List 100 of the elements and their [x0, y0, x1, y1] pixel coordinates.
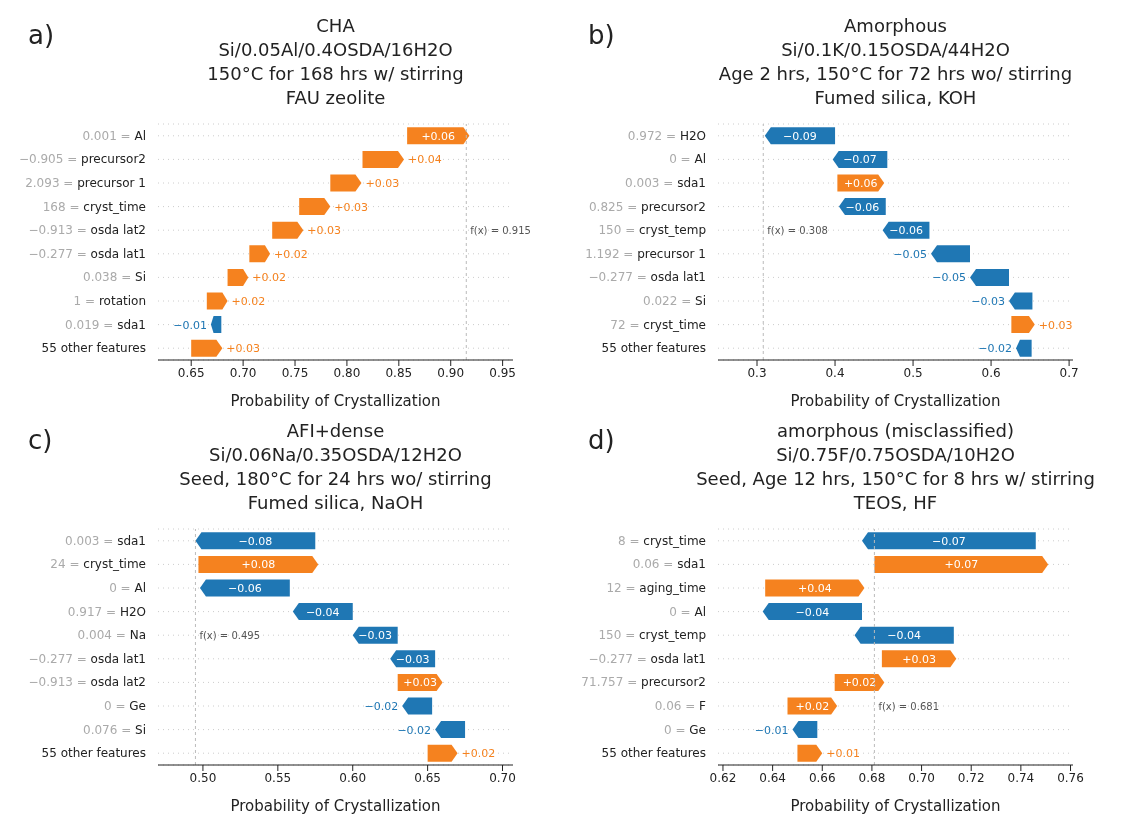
y-tick-label: 55 other features — [601, 341, 706, 356]
x-tick-label: 0.85 — [385, 365, 413, 380]
y-tick-label: −0.913 = osda lat2 — [28, 675, 146, 690]
y-tick-label: 0.003 = sda1 — [625, 176, 706, 190]
data-label: −0.03 — [971, 295, 1006, 308]
x-axis-title: Probability of Crystallization — [790, 392, 1001, 410]
data-label: −0.05 — [932, 271, 967, 285]
data-label: +0.04 — [408, 153, 442, 167]
x-tick-label: 0.70 — [229, 365, 257, 380]
x-tick-label: 0.80 — [333, 365, 361, 380]
y-tick-label: 0 = Ge — [103, 699, 146, 713]
text: c) — [28, 425, 53, 455]
data-label: +0.08 — [241, 558, 276, 572]
bar — [195, 532, 316, 550]
text: b) — [588, 20, 615, 50]
x-tick-label: 0.64 — [759, 770, 786, 785]
y-tick-label: 0 = Ge — [663, 722, 706, 737]
x-tick-label: 0.76 — [1057, 770, 1084, 785]
x-tick-label: 0.70 — [489, 770, 516, 785]
y-tick-label: −0.277 = osda lat1 — [588, 270, 706, 285]
y-tick-label: 72 = cryst_time — [610, 317, 706, 332]
bar — [874, 555, 1049, 573]
x-tick-label: 0.65 — [177, 365, 205, 380]
y-tick-label: 168 = cryst_time — [42, 199, 146, 214]
data-label: +0.02 — [795, 700, 830, 713]
ref-line-label: f(x) = 0.308 — [767, 225, 828, 237]
y-tick-label: 0.001 = Al — [82, 128, 146, 143]
chart-title: AFI+dense Si/0.06Na/0.35OSDA/12H2O Seed, 180°C for 24 hrs wo/ stirring Fumed silica, NaOH — [179, 419, 492, 515]
data-label: +0.06 — [843, 177, 878, 190]
data-label: +0.03 — [334, 200, 369, 214]
data-label: −0.07 — [932, 534, 966, 548]
data-label: +0.02 — [461, 747, 496, 761]
x-tick-label: 0.95 — [489, 365, 516, 380]
data-label: +0.06 — [421, 129, 456, 143]
y-tick-label: 0.022 = Si — [643, 294, 706, 308]
y-tick-label: 0.076 = Si — [83, 722, 146, 737]
y-tick-label: −0.277 = osda lat1 — [28, 651, 146, 666]
x-tick-label: 0.5 — [903, 365, 923, 380]
y-tick-label: 0.003 = sda1 — [65, 533, 146, 548]
x-tick-label: 0.60 — [339, 770, 367, 785]
y-tick-label: 150 = cryst_temp — [598, 628, 706, 643]
y-tick-label: −0.913 = osda lat2 — [28, 223, 146, 238]
chart-title: amorphous (misclassified) Si/0.75F/0.75OSDA/10H2O Seed, Age 12 hrs, 150°C for 8 hrs w/ stirring TEOS, HF — [696, 419, 1095, 515]
x-tick-label: 0.6 — [981, 365, 1001, 380]
data-label: +0.02 — [231, 295, 266, 308]
y-tick-label: 0.917 = H2O — [67, 604, 146, 619]
bar — [765, 579, 865, 597]
data-label: −0.08 — [238, 534, 273, 548]
data-label: +0.03 — [226, 342, 261, 356]
ref-line-label: f(x) = 0.915 — [470, 225, 531, 237]
y-tick-label: 2.093 = precursor 1 — [25, 176, 146, 190]
x-tick-label: 0.50 — [189, 770, 217, 785]
x-tick-label: 0.72 — [957, 770, 985, 785]
data-label: +0.02 — [274, 247, 308, 261]
y-tick-label: 150 = cryst_temp — [598, 223, 706, 238]
x-axis-title: Probability of Crystallization — [790, 797, 1001, 815]
x-tick-label: 0.65 — [414, 770, 441, 785]
y-tick-label: 55 other features — [601, 746, 706, 761]
data-label: −0.02 — [397, 723, 432, 737]
y-tick-label: 12 = aging_time — [606, 581, 706, 595]
data-label: −0.01 — [754, 723, 789, 737]
data-label: −0.03 — [395, 652, 430, 666]
bar — [861, 532, 1036, 550]
ref-line-label: f(x) = 0.681 — [878, 701, 940, 712]
data-label: −0.04 — [305, 605, 340, 619]
data-label: +0.03 — [403, 676, 437, 690]
bar — [199, 579, 290, 597]
x-tick-label: 0.62 — [709, 770, 737, 785]
x-tick-label: 0.4 — [825, 365, 845, 380]
data-label: +0.04 — [797, 582, 832, 595]
data-label: −0.03 — [358, 629, 393, 643]
x-tick-label: 0.3 — [747, 365, 767, 380]
y-tick-label: 8 = cryst_time — [617, 533, 706, 548]
text: d) — [588, 425, 615, 455]
x-tick-label: 0.66 — [808, 770, 836, 785]
y-tick-label: 0 = Al — [669, 152, 706, 167]
x-tick-label: 0.68 — [858, 770, 886, 785]
data-label: −0.05 — [893, 247, 927, 261]
y-tick-label: −0.277 = osda lat1 — [588, 651, 706, 666]
data-label: +0.03 — [307, 224, 342, 238]
x-tick-label: 0.74 — [1007, 770, 1035, 785]
x-tick-label: 0.90 — [437, 365, 465, 380]
y-tick-label: 0.06 = F — [654, 699, 707, 713]
y-tick-label: 0.019 = sda1 — [65, 317, 146, 332]
y-tick-label: 55 other features — [41, 341, 146, 356]
data-label: −0.06 — [845, 200, 880, 214]
x-tick-label: 0.70 — [908, 770, 935, 785]
y-tick-label: 0 = Al — [669, 604, 706, 619]
data-label: +0.03 — [1038, 318, 1073, 332]
data-label: −0.04 — [795, 605, 830, 619]
bar — [854, 626, 954, 644]
y-tick-label: 1 = rotation — [73, 294, 146, 308]
data-label: −0.01 — [173, 318, 207, 332]
data-label: −0.02 — [364, 700, 399, 713]
y-tick-label: 0 = Al — [109, 581, 146, 595]
data-label: −0.07 — [843, 153, 877, 167]
x-tick-label: 0.55 — [264, 770, 292, 785]
x-axis-title: Probability of Crystallization — [230, 797, 441, 815]
y-tick-label: 71.757 = precursor2 — [581, 675, 706, 690]
y-tick-label: 55 other features — [41, 746, 146, 761]
